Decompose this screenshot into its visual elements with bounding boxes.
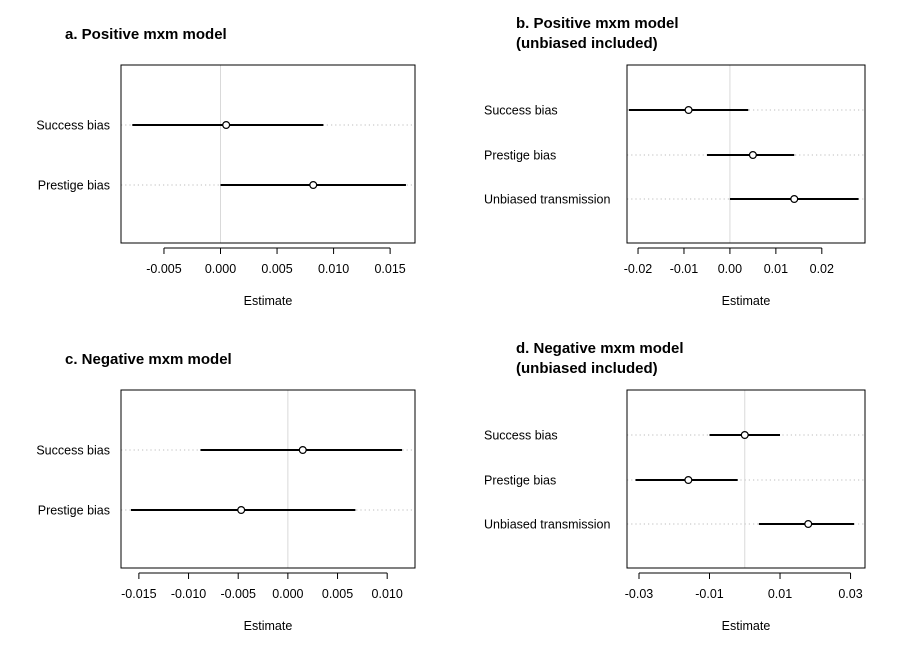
plot-frame [626,389,866,569]
x-tick-label: -0.01 [695,587,724,601]
x-tick-label: 0.010 [318,262,349,276]
x-tick-label: 0.03 [838,587,862,601]
point-estimate [804,519,813,528]
x-tick-label: 0.02 [810,262,834,276]
x-tick-label: 0.015 [374,262,405,276]
point-estimate [790,195,799,204]
panel-1: a. Positive mxm model Success bias Prestig… [36,26,416,308]
point-estimate [222,120,231,129]
point-estimate [684,476,693,485]
x-tick-label: -0.02 [624,262,653,276]
panel-title: (unbiased included) [516,360,658,377]
x-tick-label: 0.000 [272,587,303,601]
row-label: Unbiased transmission [484,518,610,532]
plot-frame [120,389,416,569]
x-tick-label: -0.010 [171,587,206,601]
point-estimate [237,506,246,515]
x-axis-title: Estimate [244,619,293,633]
x-tick-label: -0.005 [146,262,181,276]
row-label: Unbiased transmission [484,193,610,207]
row-label: Prestige bias [484,474,556,488]
panel-title: (unbiased included) [516,35,658,52]
plot-frame [120,64,416,244]
panel-3: c. Negative mxm model Success bias Prestig… [36,351,416,633]
point-estimate [740,431,749,440]
row-label: Prestige bias [38,504,110,518]
row-label: Success bias [36,444,110,458]
point-estimate [309,181,318,190]
panel-title: a. Positive mxm model [65,26,227,43]
row-label: Prestige bias [38,179,110,193]
panel-2: b. Positive mxm model (unbiased included)… [484,15,866,308]
x-tick-label: -0.015 [121,587,156,601]
panel-title: d. Negative mxm model [516,340,684,357]
x-tick-label: -0.03 [625,587,654,601]
x-tick-label: 0.000 [205,262,236,276]
row-label: Success bias [484,429,558,443]
x-tick-label: -0.005 [220,587,255,601]
x-axis-title: Estimate [722,294,771,308]
panel-title: b. Positive mxm model [516,15,679,32]
row-label: Success bias [36,119,110,133]
x-tick-label: 0.005 [261,262,292,276]
panel-title: c. Negative mxm model [65,351,232,368]
x-tick-label: 0.005 [322,587,353,601]
point-estimate [684,105,693,114]
x-tick-label: 0.01 [768,587,792,601]
point-estimate [298,446,307,455]
x-axis-title: Estimate [722,619,771,633]
plot-frame [626,64,866,244]
point-estimate [748,151,757,160]
x-tick-label: 0.01 [764,262,788,276]
row-label: Success bias [484,104,558,118]
x-tick-label: 0.010 [372,587,403,601]
x-axis-title: Estimate [244,294,293,308]
x-tick-label: -0.01 [670,262,699,276]
x-tick-label: 0.00 [718,262,742,276]
panel-4: d. Negative mxm model (unbiased included)… [484,340,866,633]
row-label: Prestige bias [484,149,556,163]
